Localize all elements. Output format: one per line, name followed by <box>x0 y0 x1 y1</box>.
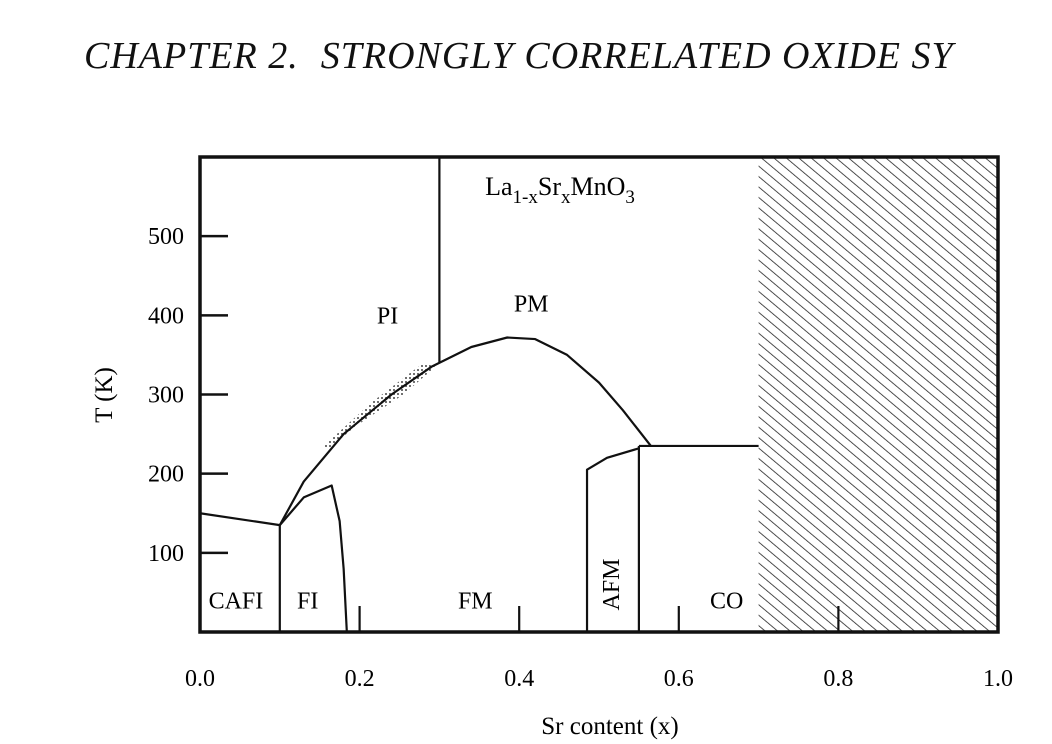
y-tick-label: 500 <box>148 224 184 250</box>
boundary-CAFI-upper <box>199 512 280 527</box>
formula-subscript-3: 3 <box>625 187 635 208</box>
plot-layer: 100 200 300 400 500 0.0 0.2 0.4 0.6 0.8 1.0 PI PM FM C… <box>148 155 1013 692</box>
chapter-title: STRONGLY CORRELATED OXIDE SY <box>320 35 954 77</box>
boundary-AFM-left <box>585 447 640 632</box>
y-tick-label: 100 <box>148 541 184 567</box>
x-tick-label: 0.8 <box>823 666 853 692</box>
x-tick-label: 0.4 <box>504 666 534 692</box>
chapter-number: CHAPTER 2. <box>84 35 299 77</box>
region-label-afm: AFM <box>599 558 625 610</box>
y-tick-label: 200 <box>148 462 184 488</box>
region-label-pm: PM <box>514 291 549 317</box>
formula-subscript-1: 1-x <box>513 187 539 208</box>
formula-subscript-2: x <box>561 187 571 208</box>
y-tick-label: 300 <box>148 383 184 409</box>
region-label-fm: FM <box>458 588 493 614</box>
region-label-pi: PI <box>377 303 398 329</box>
boundary-FI-dome <box>278 484 348 633</box>
chapter-header: CHAPTER 2. STRONGLY CORRELATED OXIDE SY <box>84 34 954 78</box>
region-label-co: CO <box>710 588 743 614</box>
x-axis-title: Sr content (x) <box>541 713 678 740</box>
y-tick-label: 400 <box>148 303 184 329</box>
x-tick-label: 0.2 <box>345 666 375 692</box>
x-tick-label: 1.0 <box>983 666 1013 692</box>
formula-mid: Sr <box>538 172 561 201</box>
formula-base: La <box>485 172 513 201</box>
y-axis-title: T (K) <box>91 367 118 423</box>
compound-formula: La1-xSrxMnO3 <box>485 172 635 208</box>
hatched-region <box>758 157 998 632</box>
region-label-cafi: CAFI <box>209 588 264 614</box>
region-label-fi: FI <box>297 588 318 614</box>
boundary-PM-boundary <box>278 336 652 526</box>
x-tick-label: 0.0 <box>185 666 215 692</box>
x-tick-label: 0.6 <box>664 666 694 692</box>
formula-tail: MnO <box>570 172 625 201</box>
